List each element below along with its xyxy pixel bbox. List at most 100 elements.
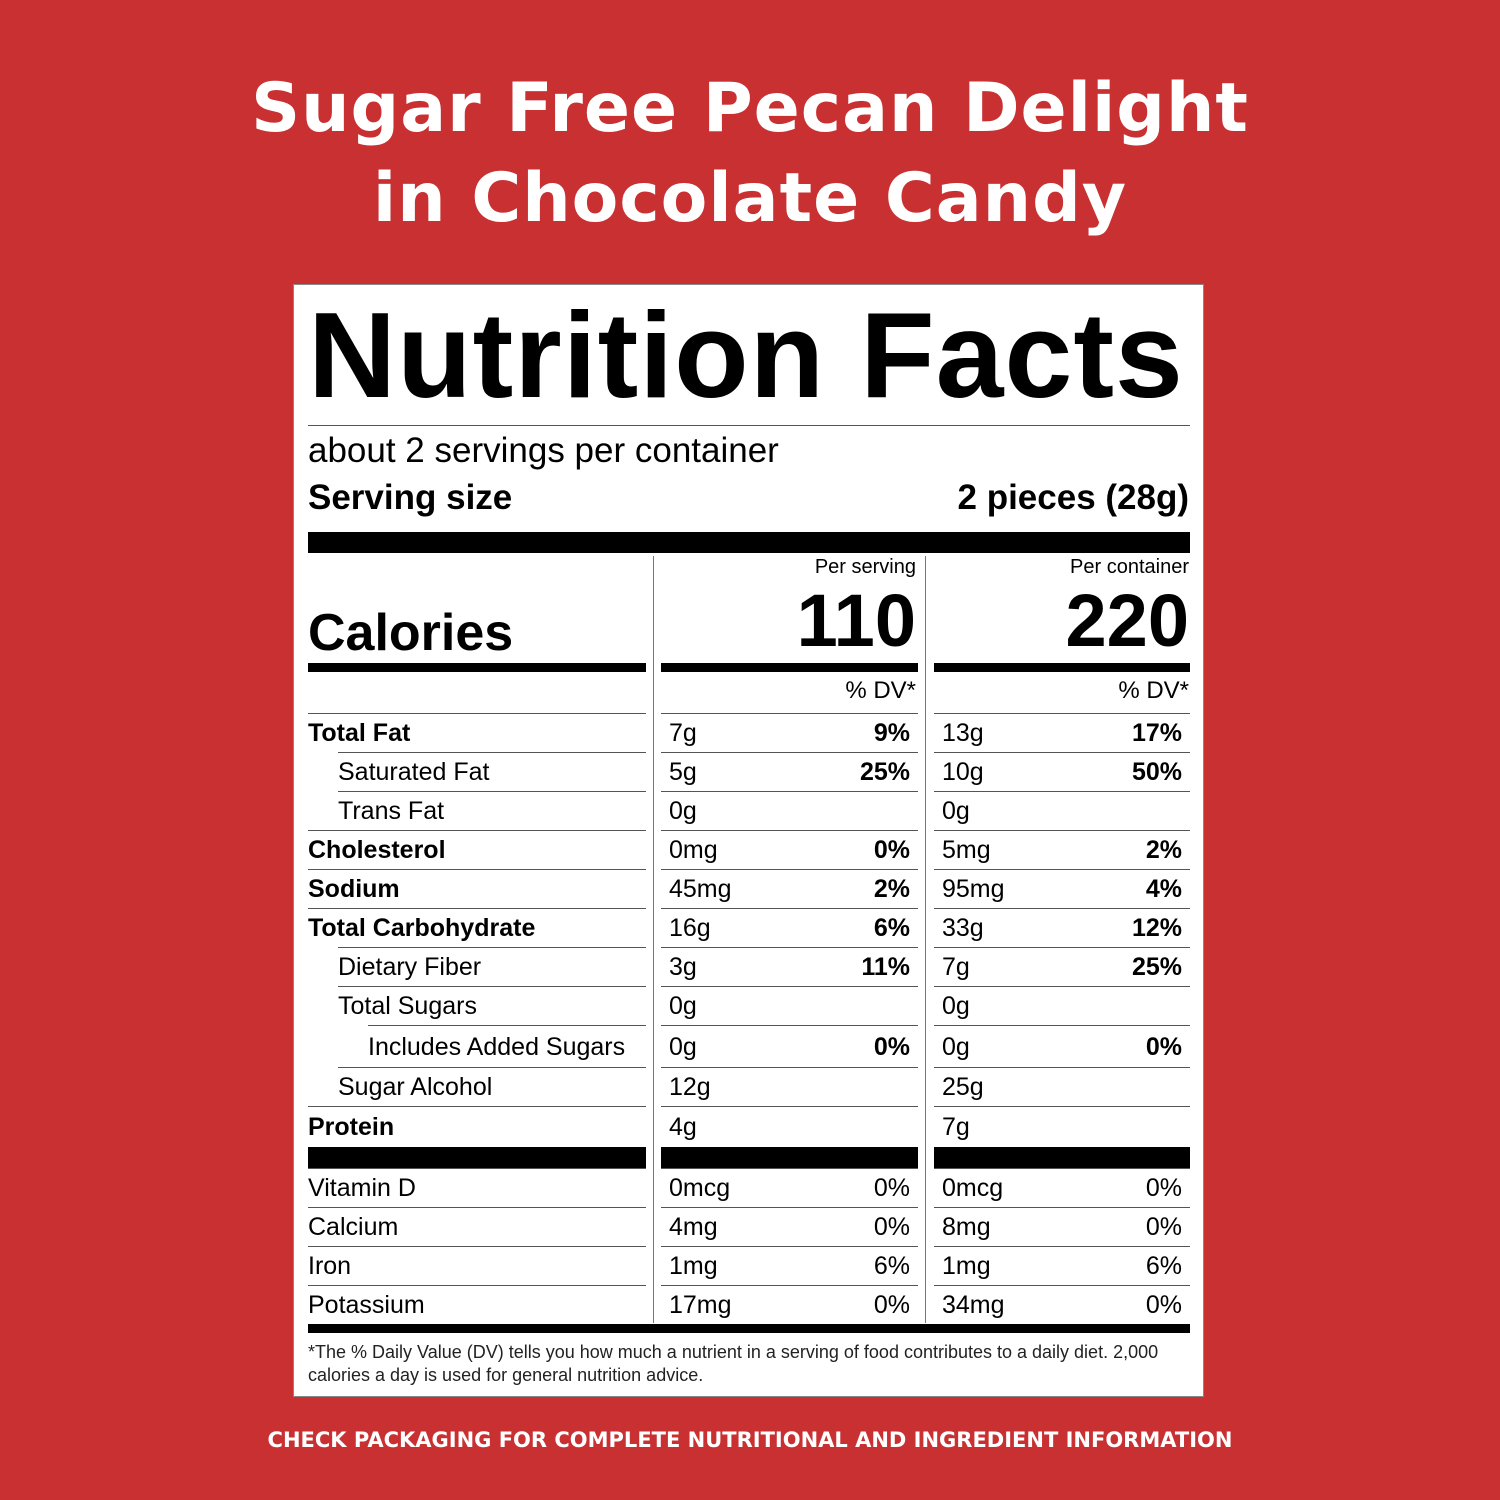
column-separator: [925, 556, 926, 1323]
nutrient-container-cell: 34mg 0%: [934, 1285, 1190, 1324]
dv-header-container: % DV*: [1118, 677, 1189, 704]
nutrient-container-dv: 50%: [1131, 758, 1182, 786]
nutrient-serving-dv: 0%: [873, 1213, 910, 1241]
nutrient-container-cell: 5mg 2%: [934, 830, 1190, 869]
nutrient-serving-amount: 5g: [669, 758, 697, 786]
nutrient-name: Cholesterol: [308, 830, 646, 869]
nutrient-container-dv: 4%: [1145, 875, 1182, 903]
nutrient-serving-dv: 11%: [861, 953, 910, 981]
nutrient-serving-amount: 1mg: [669, 1252, 718, 1280]
nutrient-serving-amount: 0mcg: [669, 1174, 731, 1202]
thick-divider: [661, 1147, 918, 1168]
nutrient-container-dv: 12%: [1131, 914, 1182, 942]
nutrient-serving-dv: 2%: [873, 875, 910, 903]
nutrient-container-amount: 0g: [942, 1033, 970, 1061]
thick-divider: [308, 663, 646, 672]
nutrient-serving-cell: 1mg 6%: [661, 1246, 918, 1285]
nutrient-container-cell: 1mg 6%: [934, 1246, 1190, 1285]
nutrient-container-amount: 10g: [942, 758, 984, 786]
servings-per-container: about 2 servings per container: [308, 431, 779, 470]
nutrient-serving-amount: 0mg: [669, 836, 718, 864]
nutrient-serving-amount: 45mg: [669, 875, 732, 903]
nutrient-container-dv: 0%: [1145, 1033, 1182, 1061]
nutrient-serving-amount: 0g: [669, 992, 697, 1020]
thick-divider: [308, 1147, 646, 1168]
nutrient-serving-cell: 16g 6%: [661, 908, 918, 947]
nutrient-serving-amount: 7g: [669, 719, 697, 747]
nutrient-container-amount: 95mg: [942, 875, 1005, 903]
nutrient-serving-amount: 4mg: [669, 1213, 718, 1241]
nutrient-serving-amount: 0g: [669, 1033, 697, 1061]
dv-header-serving: % DV*: [845, 677, 916, 704]
product-title-line2: in Chocolate Candy: [372, 159, 1128, 238]
thick-divider: [661, 663, 918, 672]
nutrient-container-amount: 25g: [942, 1073, 984, 1101]
nutrient-container-cell: 10g 50%: [934, 752, 1190, 791]
calories-label: Calories: [308, 604, 514, 662]
nutrient-name: Vitamin D: [308, 1168, 646, 1207]
nutrient-container-amount: 0mcg: [942, 1174, 1004, 1202]
nutrient-container-dv: 17%: [1131, 719, 1182, 747]
nutrient-serving-cell: 0g 0%: [661, 1025, 918, 1067]
nutrient-serving-amount: 12g: [669, 1073, 711, 1101]
nutrient-serving-cell: 0g: [661, 791, 918, 830]
nutrient-container-cell: 0g: [934, 986, 1190, 1025]
nutrient-name: Iron: [308, 1246, 646, 1285]
nutrient-serving-cell: 12g: [661, 1067, 918, 1106]
nutrient-container-amount: 8mg: [942, 1213, 991, 1241]
divider: [308, 425, 1190, 426]
nutrient-serving-dv: 6%: [873, 914, 910, 942]
nutrient-serving-cell: 0g: [661, 986, 918, 1025]
nutrient-container-amount: 1mg: [942, 1252, 991, 1280]
thick-divider: [934, 1147, 1190, 1168]
nutrient-container-cell: 0g 0%: [934, 1025, 1190, 1067]
nutrient-name: Total Fat: [308, 713, 646, 752]
daily-value-footnote: *The % Daily Value (DV) tells you how mu…: [308, 1342, 1159, 1385]
serving-size-value: 2 pieces (28g): [957, 478, 1190, 517]
nutrient-container-cell: 8mg 0%: [934, 1207, 1190, 1246]
nutrient-container-amount: 34mg: [942, 1291, 1005, 1319]
nutrient-container-dv: 0%: [1145, 1291, 1182, 1319]
nutrient-serving-cell: 5g 25%: [661, 752, 918, 791]
column-separator: [653, 556, 654, 1323]
nutrient-container-amount: 7g: [942, 953, 970, 981]
thick-divider: [308, 1324, 1190, 1333]
nutrient-serving-amount: 16g: [669, 914, 711, 942]
nutrient-container-amount: 7g: [942, 1113, 970, 1141]
nutrient-serving-cell: 7g 9%: [661, 713, 918, 752]
nutrient-name: Potassium: [308, 1285, 646, 1324]
nutrient-container-dv: 6%: [1145, 1252, 1182, 1280]
nutrient-name: Calcium: [308, 1207, 646, 1246]
nutrient-container-cell: 13g 17%: [934, 713, 1190, 752]
nutrient-container-cell: 7g: [934, 1106, 1190, 1147]
nutrient-container-cell: 95mg 4%: [934, 869, 1190, 908]
nutrient-serving-cell: 4mg 0%: [661, 1207, 918, 1246]
serving-size-label: Serving size: [308, 478, 513, 517]
nutrient-name: Includes Added Sugars: [368, 1025, 646, 1067]
per-serving-label: Per serving: [814, 556, 916, 578]
nutrient-container-dv: 0%: [1145, 1174, 1182, 1202]
thick-divider: [308, 532, 1190, 553]
nutrient-container-cell: 33g 12%: [934, 908, 1190, 947]
nutrient-container-cell: 0g: [934, 791, 1190, 830]
nutrient-container-cell: 7g 25%: [934, 947, 1190, 986]
nutrient-container-cell: 0mcg 0%: [934, 1168, 1190, 1207]
product-title-line1: Sugar Free Pecan Delight: [251, 69, 1249, 148]
nutrient-serving-dv: 25%: [859, 758, 910, 786]
nutrient-container-amount: 5mg: [942, 836, 991, 864]
nutrient-serving-amount: 0g: [669, 797, 697, 825]
nutrient-serving-dv: 0%: [873, 1033, 910, 1061]
nutrient-serving-cell: 3g 11%: [661, 947, 918, 986]
nutrient-name: Saturated Fat: [338, 752, 646, 791]
nutrient-serving-cell: 0mg 0%: [661, 830, 918, 869]
nutrient-serving-dv: 0%: [873, 1174, 910, 1202]
nutrient-serving-cell: 45mg 2%: [661, 869, 918, 908]
nutrient-name: Sodium: [308, 869, 646, 908]
nutrient-serving-dv: 0%: [873, 836, 910, 864]
nutrient-container-cell: 25g: [934, 1067, 1190, 1106]
nutrient-container-dv: 25%: [1131, 953, 1182, 981]
nutrient-container-dv: 2%: [1145, 836, 1182, 864]
nutrient-serving-dv: 6%: [873, 1252, 910, 1280]
nutrient-container-amount: 33g: [942, 914, 984, 942]
per-container-label: Per container: [1070, 556, 1189, 578]
